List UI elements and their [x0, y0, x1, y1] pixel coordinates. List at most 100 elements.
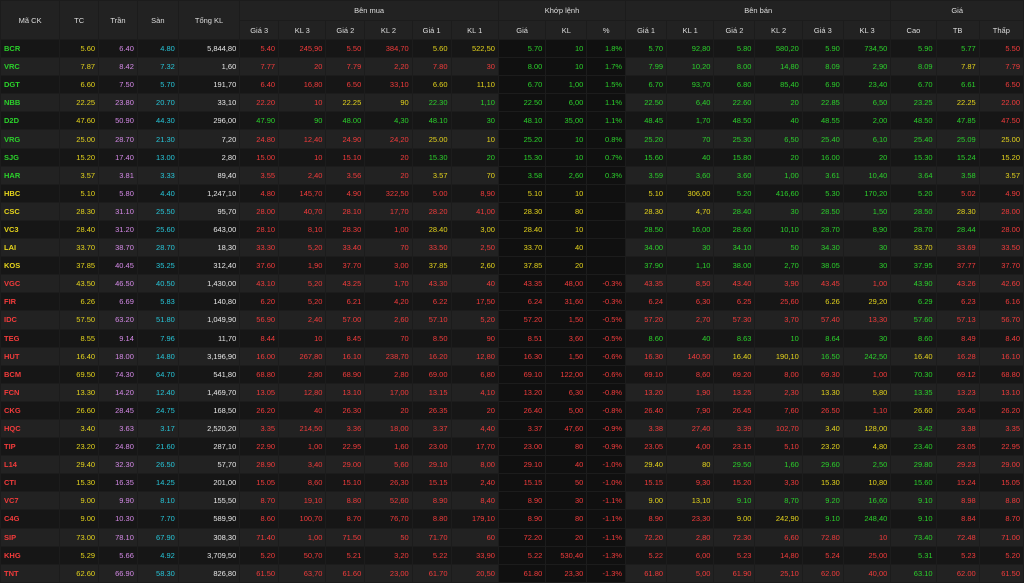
table-row[interactable]: TNT 62.60 66.90 58.30 826,80 61.50 63,70 61.60 2… [0, 563, 1024, 583]
ref-price-cell: 16.40 [59, 346, 100, 366]
bid-price-cell: 47.90 [239, 111, 280, 131]
floor-price-cell: 4.40 [136, 183, 179, 203]
floor-price-cell: 5.70 [136, 75, 179, 95]
table-row[interactable]: DGT 6.60 7.50 5.70 191,70 6.40 16,80 6.50 33,10 6… [0, 75, 1024, 95]
table-row[interactable]: HQC 3.40 3.63 3.17 2,520,20 3.35 214,50 3.36 18,… [0, 418, 1024, 439]
header-sell-col-0[interactable]: Giá 1 [625, 20, 668, 40]
bid-price-cell: 15.10 [325, 147, 366, 167]
header-match-col-1[interactable]: KL [545, 20, 588, 40]
header-buy-col-2[interactable]: Giá 2 [325, 20, 366, 40]
table-row[interactable]: IDC 57.50 63.20 51.80 1,049,90 56.90 2,40 57.00… [0, 310, 1024, 330]
table-row[interactable]: SJG 15.20 17.40 13.00 2,80 15.00 10 15.10 20 15.3… [0, 147, 1024, 167]
ask-volume-cell: 6,50 [842, 93, 892, 113]
bid-price-cell: 16.20 [411, 346, 452, 366]
table-row[interactable]: C4G 9.00 10.30 7.70 589,90 8.60 100,70 8.70 76,7… [0, 509, 1024, 529]
symbol-cell: LAI [0, 238, 61, 258]
bid-volume-cell: 2,40 [278, 310, 327, 330]
table-row[interactable]: FCN 13.30 14.20 12.40 1,469,70 13.05 12,80 13.1… [0, 382, 1024, 402]
table-row[interactable]: L14 29.40 32.30 26.50 57,70 28.90 3,40 29.00 5,6… [0, 455, 1024, 475]
header-sell-col-5[interactable]: KL 3 [842, 20, 892, 40]
total-volume-cell: 2,520,20 [177, 418, 241, 439]
ask-volume-cell: 416,60 [754, 183, 803, 203]
ask-price-cell: 3.38 [625, 418, 668, 439]
total-volume-cell: 57,70 [177, 455, 241, 475]
header-match-col-0[interactable]: Giá [497, 20, 547, 40]
ceiling-price-cell: 63.20 [98, 310, 138, 330]
header-ceiling[interactable]: Trần [98, 0, 138, 40]
header-total-volume[interactable]: Tổng KL [177, 0, 241, 40]
match-price-cell: 69.10 [497, 364, 547, 384]
symbol-cell: CSC [0, 201, 61, 221]
table-row[interactable]: SIP 73.00 78.10 67.90 308,30 71.40 1,00 71.50 50… [0, 527, 1024, 547]
header-ref[interactable]: TC [59, 0, 100, 40]
table-row[interactable]: VC3 28.40 31.20 25.60 643,00 28.10 8,10 28.30 1,… [0, 219, 1024, 240]
table-row[interactable]: HUT 16.40 18.00 14.80 3,196,90 16.00 267,80 16.… [0, 346, 1024, 366]
match-price-cell: 8.90 [497, 491, 547, 511]
header-buy-col-4[interactable]: Giá 1 [411, 20, 452, 40]
table-row[interactable]: LAI 33.70 38.70 28.70 18,30 33.30 5,20 33.40 70 3… [0, 238, 1024, 258]
table-row[interactable]: HBC 5.10 5.80 4.40 1,247,10 4.80 145,70 4.90 322… [0, 183, 1024, 203]
table-row[interactable]: VRG 25.00 28.70 21.30 7,20 24.80 12,40 24.90 24,… [0, 129, 1024, 149]
bid-volume-cell: 8,00 [450, 455, 499, 475]
match-change-cell: 1.7% [586, 57, 627, 77]
ceiling-price-cell: 16.35 [98, 473, 138, 493]
bid-price-cell: 5.50 [325, 38, 366, 59]
table-row[interactable]: HAR 3.57 3.81 3.33 89,40 3.55 2,40 3.56 20 3.57 70… [0, 165, 1024, 185]
header-sell-col-2[interactable]: Giá 2 [713, 20, 756, 40]
header-sell-col-1[interactable]: KL 1 [666, 20, 715, 40]
bid-price-cell: 22.30 [411, 93, 452, 113]
table-row[interactable]: VRC 7.87 8.42 7.32 1,60 7.77 20 7.79 2,20 7.80 30 8… [0, 57, 1024, 77]
header-price-col-1[interactable]: TB [935, 20, 980, 40]
header-floor[interactable]: Sàn [136, 0, 179, 40]
table-row[interactable]: VGC 43.50 46.50 40.50 1,430,00 43.10 5,20 43.25… [0, 274, 1024, 294]
bid-price-cell: 6.22 [411, 292, 452, 312]
header-price-col-0[interactable]: Cao [890, 20, 937, 40]
header-sell-col-4[interactable]: Giá 3 [801, 20, 844, 40]
header-buy-col-5[interactable]: KL 1 [450, 20, 499, 40]
ask-volume-cell: 6,60 [754, 527, 803, 547]
table-row[interactable]: TIP 23.20 24.80 21.60 287,10 22.90 1,00 22.95 1,… [0, 437, 1024, 457]
bid-volume-cell: 24,20 [364, 129, 413, 149]
ask-volume-cell: 23,40 [842, 75, 892, 95]
match-change-cell: 1.1% [586, 111, 627, 131]
high-price-cell: 25.40 [890, 129, 937, 149]
table-row[interactable]: BCR 5.60 6.40 4.80 5,844,80 5.40 245,90 5.50 384… [0, 38, 1024, 59]
bid-price-cell: 15.15 [411, 473, 452, 493]
table-row[interactable]: FIR 6.26 6.69 5.83 140,80 6.20 5,20 6.21 4,20 6.2… [0, 292, 1024, 312]
bid-price-cell: 68.80 [239, 364, 280, 384]
table-row[interactable]: CSC 28.30 31.10 25.50 95,70 28.00 40,70 28.10 17… [0, 201, 1024, 221]
table-row[interactable]: KHG 5.29 5.66 4.92 3,709,50 5.20 50,70 5.21 3,20… [0, 545, 1024, 565]
ask-volume-cell: 25,60 [754, 292, 803, 312]
table-row[interactable]: BCM 69.50 74.30 64.70 541,80 68.80 2,80 68.90 2,… [0, 364, 1024, 384]
header-buy-col-0[interactable]: Giá 3 [239, 20, 280, 40]
table-row[interactable]: NBB 22.25 23.80 20.70 33,10 22.20 10 22.25 90 22.… [0, 93, 1024, 113]
low-price-cell: 47.50 [978, 111, 1024, 131]
ask-price-cell: 28.70 [801, 219, 844, 240]
ask-price-cell: 13.30 [801, 382, 844, 402]
bid-volume-cell: 8,60 [278, 473, 327, 493]
table-row[interactable]: KOS 37.85 40.45 35.25 312,40 37.60 1,90 37.70 3,… [0, 256, 1024, 276]
match-price-cell: 6.70 [497, 75, 547, 95]
table-row[interactable]: CKG 26.60 28.45 24.75 168,50 26.20 40 26.30 20 26… [0, 400, 1024, 420]
match-change-cell [586, 201, 627, 221]
header-symbol[interactable]: Mã CK [0, 0, 61, 40]
ask-price-cell: 5.24 [801, 545, 844, 565]
bid-volume-cell: 1,00 [278, 437, 327, 457]
header-buy-col-3[interactable]: KL 2 [364, 20, 413, 40]
ask-price-cell: 69.10 [625, 364, 668, 384]
table-row[interactable]: TEG 8.55 9.14 7.96 11,70 8.44 10 8.45 70 8.50 90 8.… [0, 328, 1024, 348]
low-price-cell: 42.60 [978, 274, 1024, 294]
ask-price-cell: 25.20 [625, 129, 668, 149]
table-row[interactable]: CTI 15.30 16.35 14.25 201,00 15.05 8,60 15.10 26… [0, 473, 1024, 493]
bid-price-cell: 3.35 [239, 418, 280, 439]
header-price-col-2[interactable]: Thấp [978, 20, 1024, 40]
table-row[interactable]: VC7 9.00 9.90 8.10 155,50 8.70 19,10 8.80 52,60 8… [0, 491, 1024, 511]
match-volume-cell: 122,00 [545, 364, 588, 384]
bid-volume-cell: 4,20 [364, 292, 413, 312]
header-match-col-2[interactable]: % [586, 20, 627, 40]
header-sell-col-3[interactable]: KL 2 [754, 20, 803, 40]
header-buy-col-1[interactable]: KL 3 [278, 20, 327, 40]
table-row[interactable]: D2D 47.60 50.90 44.30 296,00 47.90 90 48.00 4,30… [0, 111, 1024, 131]
ask-price-cell: 9.10 [713, 491, 756, 511]
